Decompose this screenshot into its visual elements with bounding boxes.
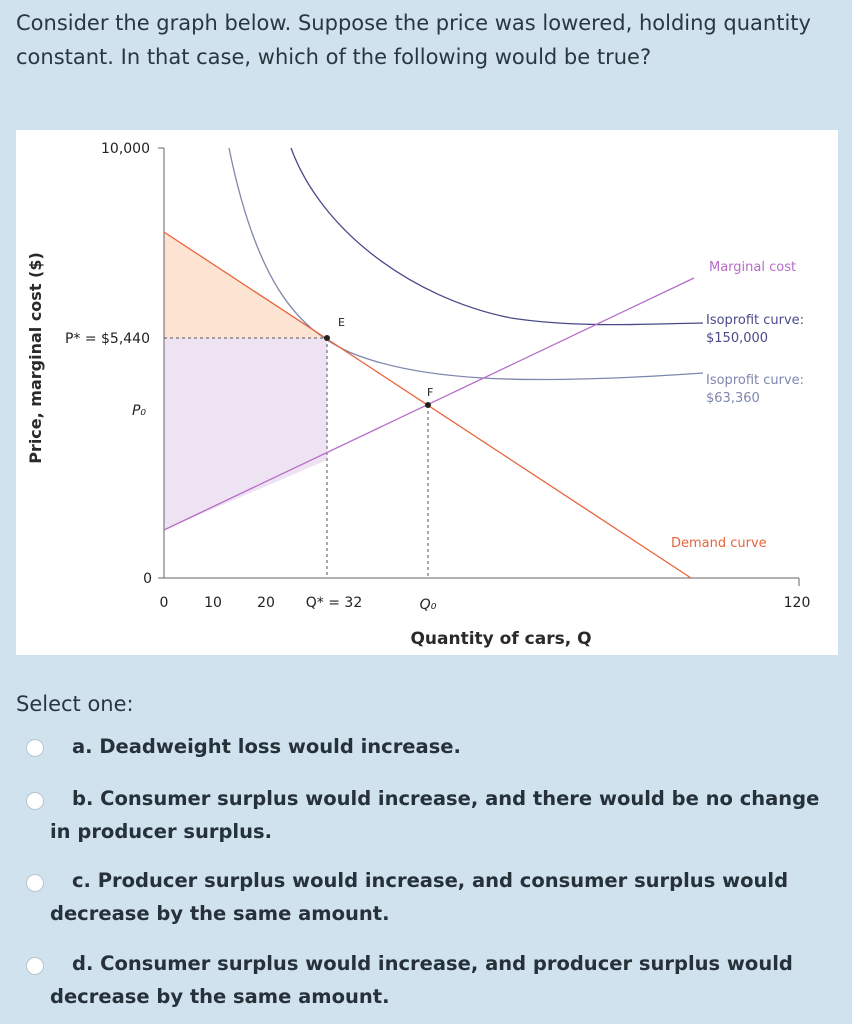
option-b-radio[interactable] <box>26 792 44 810</box>
x-tick-label-20: 20 <box>257 595 275 611</box>
y-tick-label-10000: 10,000 <box>101 141 150 157</box>
isoprofit-high-label: Isoprofit curve: $150,000 <box>706 313 804 346</box>
y-axis-title: Price, marginal cost ($) <box>26 252 45 464</box>
graph-svg: E F 10,000 P* = $5,440 P₀ 0 0 10 20 Q* =… <box>26 141 811 649</box>
point-f-marker <box>425 402 431 408</box>
option-c-text: c. Producer surplus would increase, and … <box>50 869 789 925</box>
demand-curve-label: Demand curve <box>671 536 767 551</box>
isoprofit-low-label: Isoprofit curve: $63,360 <box>706 373 804 406</box>
point-f-label: F <box>427 386 433 399</box>
isoprofit-curve-low <box>228 147 704 381</box>
x-tick-label-qstar: Q* = 32 <box>306 595 362 611</box>
x-tick-label-q0: Q₀ <box>420 597 437 613</box>
x-tick-label-120: 120 <box>784 595 811 611</box>
x-axis-title: Quantity of cars, Q <box>410 629 591 649</box>
option-a-text: a. Deadweight loss would increase. <box>72 735 461 758</box>
producer-surplus-area <box>164 338 327 530</box>
option-a-radio[interactable] <box>26 739 44 757</box>
y-tick-label-p0: P₀ <box>132 403 146 419</box>
x-tick-label-10: 10 <box>204 595 222 611</box>
point-e-label: E <box>338 316 345 329</box>
x-tick-label-0: 0 <box>160 595 169 611</box>
option-b-text: b. Consumer surplus would increase, and … <box>50 787 820 843</box>
marginal-cost-label: Marginal cost <box>709 260 796 275</box>
point-e-marker <box>324 335 330 341</box>
question-text: Consider the graph below. Suppose the pr… <box>16 11 811 69</box>
option-c-radio[interactable] <box>26 874 44 892</box>
economics-graph: E F 10,000 P* = $5,440 P₀ 0 0 10 20 Q* =… <box>16 130 838 655</box>
select-one-label: Select one: <box>16 692 134 716</box>
option-d-radio[interactable] <box>26 957 44 975</box>
isoprofit-curve-high <box>290 147 704 326</box>
option-d-text: d. Consumer surplus would increase, and … <box>50 952 793 1008</box>
y-tick-label-pstar: P* = $5,440 <box>65 331 150 347</box>
y-tick-label-0: 0 <box>143 571 152 587</box>
